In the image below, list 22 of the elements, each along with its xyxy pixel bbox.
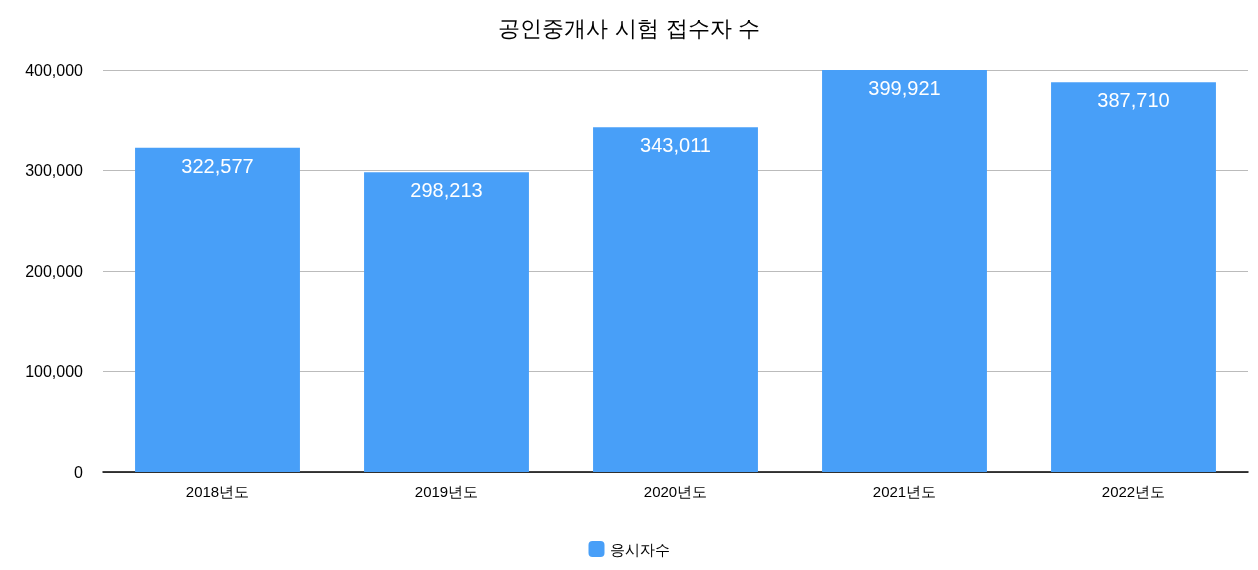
legend-label: 응시자수 (609, 540, 670, 558)
y-tick-label: 0 (74, 463, 84, 481)
y-tick-label: 100,000 (25, 363, 84, 380)
y-tick-label: 200,000 (25, 262, 84, 280)
bar (364, 172, 529, 472)
x-tick-label: 2022년도 (1101, 483, 1166, 500)
data-label: 298,213 (410, 179, 483, 202)
chart-title: 공인중개사 시험 접수자 수 (497, 15, 761, 41)
y-tick-label: 300,000 (25, 162, 84, 179)
x-tick-label: 2019년도 (414, 483, 479, 500)
data-label: 343,011 (640, 134, 711, 157)
bar (1051, 82, 1216, 472)
x-tick-label: 2021년도 (872, 483, 937, 500)
x-tick-label: 2020년도 (643, 483, 708, 500)
x-tick-label: 2018년도 (185, 483, 250, 500)
data-label: 322,577 (181, 154, 254, 177)
y-tick-label: 400,000 (25, 61, 84, 79)
data-label: 399,921 (868, 77, 941, 100)
bar (822, 70, 987, 472)
bar (135, 147, 300, 472)
data-label: 387,710 (1097, 89, 1170, 112)
bar (593, 127, 758, 472)
